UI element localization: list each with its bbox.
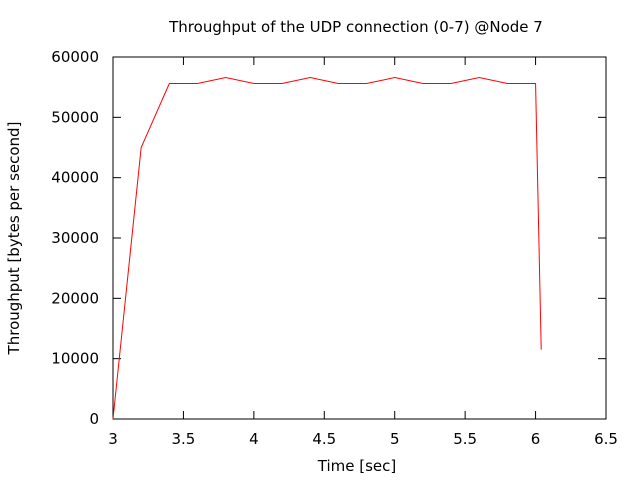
y-tick-label: 30000: [51, 229, 99, 247]
x-tick-label: 4: [249, 430, 259, 448]
x-axis-label: Time [sec]: [317, 457, 396, 475]
y-tick-label: 60000: [51, 48, 99, 66]
y-tick-label: 50000: [51, 108, 99, 126]
x-tick-label: 5.5: [453, 430, 477, 448]
x-tick-label: 4.5: [312, 430, 336, 448]
axis-layer: 3 3.5 4 4.5 5 5.5 6 6.5 0 10000 20000 30000 40000 500…: [51, 48, 618, 448]
plot-frame: [112, 56, 607, 420]
y-tick-label: 20000: [51, 289, 99, 307]
chart-title: Throughput of the UDP connection (0-7) @…: [168, 18, 543, 36]
series-line: [112, 76, 542, 420]
y-tick-label: 0: [89, 410, 99, 428]
x-tick-label: 3: [108, 430, 118, 448]
x-tick-label: 6.5: [594, 430, 618, 448]
series-layer: [112, 76, 542, 420]
y-axis-label: Throughput [bytes per second]: [5, 122, 23, 356]
y-tick-label: 10000: [51, 350, 99, 368]
y-tick-label: 40000: [51, 169, 99, 187]
x-tick-label: 3.5: [171, 430, 195, 448]
x-tick-label: 5: [390, 430, 400, 448]
x-tick-label: 6: [531, 430, 541, 448]
